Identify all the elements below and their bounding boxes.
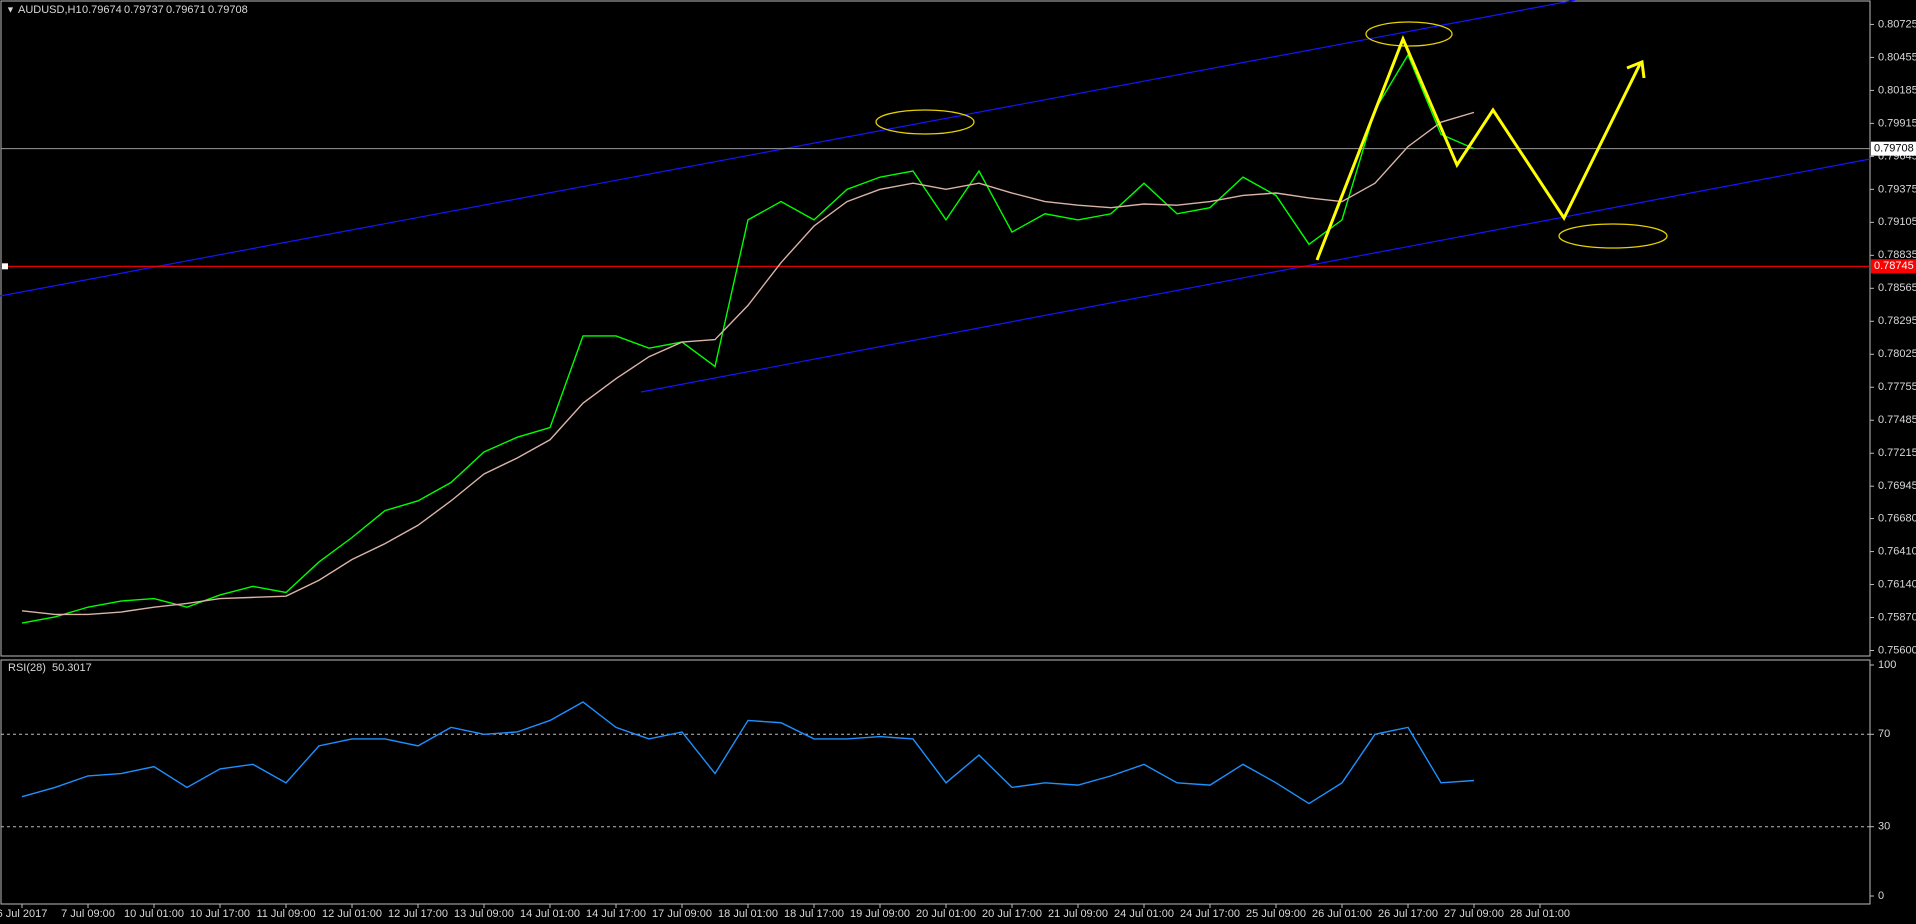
x-tick-label: 17 Jul 09:00 bbox=[652, 908, 712, 920]
x-tick-label: 28 Jul 01:00 bbox=[1510, 908, 1570, 920]
x-tick-label: 11 Jul 09:00 bbox=[256, 908, 315, 920]
x-tick-label: 14 Jul 01:00 bbox=[520, 908, 580, 920]
y-tick-label: 0.79105 bbox=[1878, 216, 1916, 228]
menu-arrow[interactable]: ▼ bbox=[6, 4, 15, 14]
x-tick-label: 14 Jul 17:00 bbox=[586, 908, 646, 920]
level-label-box bbox=[1871, 259, 1916, 274]
y-tick-label: 0.76945 bbox=[1878, 480, 1916, 492]
channel-line bbox=[640, 158, 1871, 393]
y-tick-label: 0.77755 bbox=[1878, 381, 1916, 393]
x-tick-label: 10 Jul 01:00 bbox=[124, 908, 184, 920]
rsi-panel bbox=[0, 659, 1871, 905]
x-tick-label: 24 Jul 01:00 bbox=[1114, 908, 1174, 920]
x-tick-label: 18 Jul 17:00 bbox=[784, 908, 844, 920]
y-tick-label: 0.75870 bbox=[1878, 611, 1916, 623]
y-tick-label: 0.78835 bbox=[1878, 249, 1916, 261]
chart-title: AUDUSD,H1 bbox=[18, 4, 82, 16]
channel-line bbox=[0, 0, 1577, 297]
level-label: 0.78745 bbox=[1874, 260, 1914, 272]
y-tick-label: 0.77215 bbox=[1878, 447, 1916, 459]
forecast bbox=[1315, 35, 1646, 261]
price-panel bbox=[0, 0, 1871, 657]
rsi-title: RSI(28) bbox=[8, 662, 46, 674]
y-tick-label: 0.80185 bbox=[1878, 84, 1916, 96]
y-tick-label: 0.79915 bbox=[1878, 117, 1916, 129]
price-label: 0.79708 bbox=[1874, 143, 1914, 155]
y-tick-label: 0.78565 bbox=[1878, 282, 1916, 294]
rsi-value: 50.3017 bbox=[52, 662, 92, 674]
y-tick-label: 0 bbox=[1878, 890, 1884, 902]
y-tick-label: 0.80455 bbox=[1878, 51, 1916, 63]
plot: 0.75600 0.75870 0.76140 0.76410 0.76680 0.769… bbox=[0, 18, 1916, 920]
y-tick-label: 0.76140 bbox=[1878, 578, 1916, 590]
x-tick-label: 6 Jul 2017 bbox=[0, 908, 47, 920]
x-tick-label: 12 Jul 17:00 bbox=[388, 908, 448, 920]
y-tick-label: 70 bbox=[1878, 728, 1890, 740]
x-tick-label: 24 Jul 17:00 bbox=[1180, 908, 1240, 920]
y-tick-label: 0.80725 bbox=[1878, 18, 1916, 30]
x-tick-label: 20 Jul 01:00 bbox=[916, 908, 976, 920]
x-tick-label: 12 Jul 01:00 bbox=[322, 908, 382, 920]
annotations bbox=[0, 0, 1871, 393]
x-tick-label: 25 Jul 09:00 bbox=[1246, 908, 1306, 920]
ohlc-low: 0.79671 bbox=[166, 4, 206, 16]
y-tick-label: 100 bbox=[1878, 659, 1896, 671]
y-tick-label: 0.78025 bbox=[1878, 348, 1916, 360]
x-tick-label: 7 Jul 09:00 bbox=[61, 908, 115, 920]
y-tick-label: 0.75600 bbox=[1878, 644, 1916, 656]
ellipse bbox=[875, 109, 975, 135]
x-tick-label: 19 Jul 09:00 bbox=[850, 908, 910, 920]
y-tick-label: 0.78295 bbox=[1878, 315, 1916, 327]
series-line bbox=[21, 111, 1475, 616]
forecast-path bbox=[1315, 35, 1642, 261]
y-tick-label: 0.77485 bbox=[1878, 414, 1916, 426]
ohlc-high: 0.79737 bbox=[124, 4, 164, 16]
y-tick-label: 30 bbox=[1878, 821, 1890, 833]
arrow-head bbox=[1626, 59, 1646, 79]
x-tick-label: 13 Jul 09:00 bbox=[454, 908, 514, 920]
x-tick-label: 26 Jul 17:00 bbox=[1378, 908, 1438, 920]
ohlc-open: 0.79674 bbox=[82, 4, 122, 16]
series-line bbox=[21, 53, 1475, 624]
price-label-box bbox=[1871, 141, 1916, 156]
y-tick-label: 0.76680 bbox=[1878, 512, 1916, 524]
y-tick-label: 0.79375 bbox=[1878, 183, 1916, 195]
x-tick-label: 18 Jul 01:00 bbox=[718, 908, 778, 920]
ellipse bbox=[1558, 223, 1668, 249]
ellipse bbox=[1365, 21, 1453, 47]
level-marker bbox=[2, 263, 8, 270]
x-tick-label: 27 Jul 09:00 bbox=[1444, 908, 1504, 920]
ohlc-close: 0.79708 bbox=[208, 4, 248, 16]
y-tick-label: 0.76410 bbox=[1878, 545, 1916, 557]
series-line bbox=[21, 701, 1475, 805]
x-tick-label: 20 Jul 17:00 bbox=[982, 908, 1042, 920]
x-tick-label: 21 Jul 09:00 bbox=[1048, 908, 1108, 920]
x-tick-label: 26 Jul 01:00 bbox=[1312, 908, 1372, 920]
x-tick-label: 10 Jul 17:00 bbox=[190, 908, 250, 920]
